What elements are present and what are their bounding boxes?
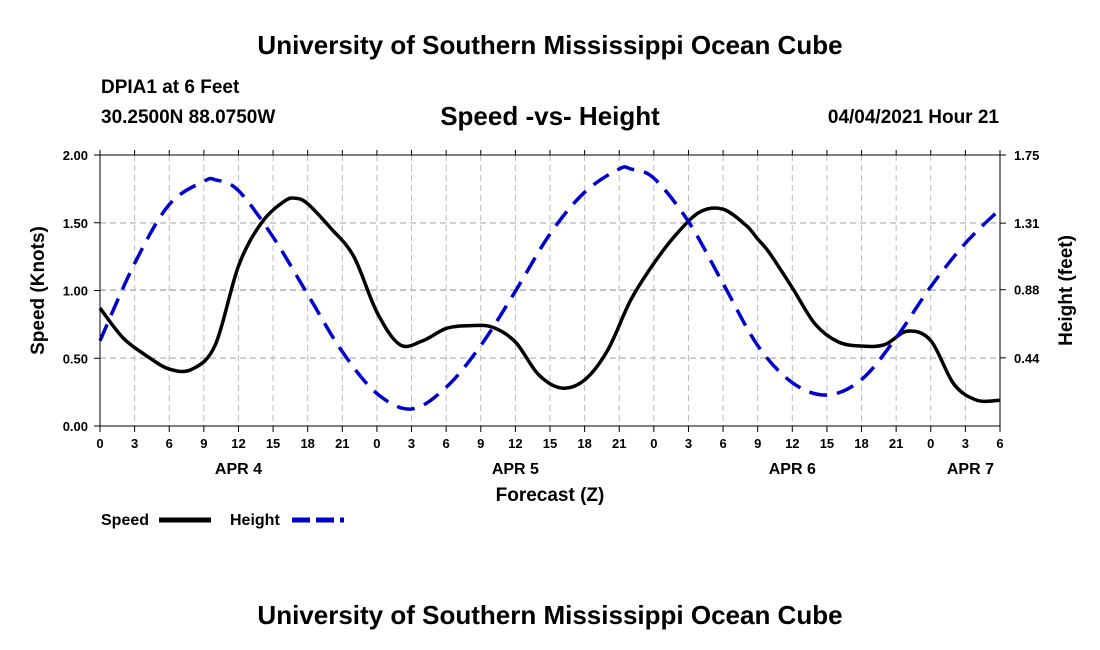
x-tick-label: 15 (543, 436, 557, 451)
x-tick-label: 12 (508, 436, 522, 451)
chart-subtitle: Speed -vs- Height (440, 101, 660, 131)
x-tick-label: 3 (408, 436, 415, 451)
x-tick-label: 0 (927, 436, 934, 451)
day-label: APR 7 (947, 461, 994, 478)
series-line-height (98, 165, 1002, 411)
y-axis-right: 0.44 0.88 1.31 1.75 (1000, 148, 1040, 366)
x-tick-label: 15 (820, 436, 834, 451)
x-tick-label: 18 (300, 436, 314, 451)
x-tick-label: 3 (131, 436, 138, 451)
x-tick-label: 12 (785, 436, 799, 451)
y2-tick-label: 0.88 (1014, 283, 1039, 298)
day-label: APR 6 (769, 461, 816, 478)
y-tick-label: 1.00 (63, 284, 88, 299)
y2-tick-label: 1.75 (1014, 148, 1039, 163)
y-tick-label: 0.00 (63, 419, 88, 434)
x-tick-label: 15 (266, 436, 280, 451)
x-axis: 0 3 6 9 12 15 18 21 0 3 6 9 12 15 18 21 0 3 6 9 12 15 18 21 0 3 6A… (96, 150, 1004, 478)
legend-label: Height (230, 512, 280, 529)
y2-axis-label: Height (feet) (1056, 235, 1077, 346)
x-tick-label: 3 (962, 436, 969, 451)
station-coordinates: 30.2500N 88.0750W (101, 107, 276, 128)
y-tick-label: 1.50 (63, 216, 88, 231)
x-tick-label: 12 (231, 436, 245, 451)
day-label: APR 4 (215, 461, 262, 478)
y2-tick-label: 0.44 (1014, 351, 1040, 366)
x-tick-label: 0 (373, 436, 380, 451)
grid-lines (100, 155, 1000, 426)
x-tick-label: 9 (754, 436, 761, 451)
y-axis-left: 0.00 0.50 1.00 1.50 2.00 (63, 148, 100, 434)
x-tick-label: 18 (577, 436, 591, 451)
x-tick-label: 21 (612, 436, 626, 451)
day-label: APR 5 (492, 461, 539, 478)
x-tick-label: 21 (335, 436, 349, 451)
footer-title: University of Southern Mississippi Ocean… (257, 600, 843, 630)
x-tick-label: 6 (719, 436, 726, 451)
legend-label: Speed (101, 512, 149, 529)
x-tick-label: 18 (854, 436, 868, 451)
y2-tick-label: 1.31 (1014, 216, 1039, 231)
y-tick-label: 0.50 (63, 351, 88, 366)
x-tick-label: 6 (166, 436, 173, 451)
y-axis-label: Speed (Knots) (28, 226, 49, 355)
forecast-datetime: 04/04/2021 Hour 21 (827, 107, 999, 128)
x-tick-label: 0 (650, 436, 657, 451)
x-axis-label: Forecast (Z) (496, 485, 605, 506)
x-tick-label: 6 (996, 436, 1003, 451)
x-tick-label: 9 (200, 436, 207, 451)
x-tick-label: 21 (889, 436, 903, 451)
chart-legend: Speed Height (101, 512, 344, 529)
x-tick-label: 6 (443, 436, 450, 451)
station-label: DPIA1 at 6 Feet (101, 77, 240, 98)
x-tick-label: 3 (685, 436, 692, 451)
page-title: University of Southern Mississippi Ocean… (257, 30, 843, 60)
series-line-speed (98, 196, 1001, 404)
series-lines (98, 165, 1002, 411)
x-tick-label: 0 (96, 436, 103, 451)
x-tick-label: 9 (477, 436, 484, 451)
y-tick-label: 2.00 (63, 148, 88, 163)
